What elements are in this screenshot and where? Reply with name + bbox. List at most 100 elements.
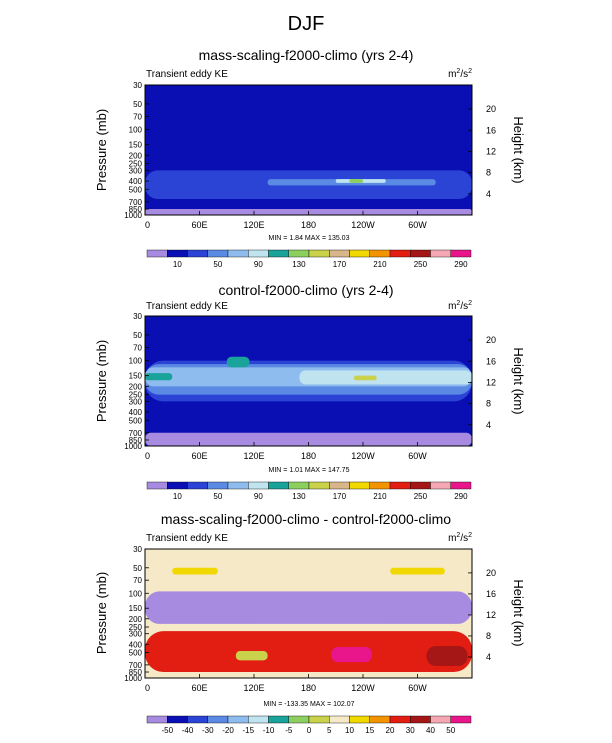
y-tick-label: 200 — [129, 382, 143, 391]
contour-region — [145, 432, 472, 446]
y-tick-label: 250 — [129, 623, 143, 632]
y-tick-label: 30 — [133, 312, 142, 321]
colorbar-swatch — [329, 481, 350, 490]
colorbar-swatch — [308, 481, 330, 490]
colorbar-label: 30 — [406, 726, 415, 735]
y-tick-label: 200 — [129, 615, 143, 624]
colorbar-label: -10 — [263, 726, 275, 735]
colorbar-label: -50 — [161, 726, 173, 735]
y-tick-label: 1000 — [124, 442, 142, 451]
colorbar-swatch — [248, 249, 269, 258]
colorbar-swatch — [248, 481, 269, 490]
contour-region — [235, 650, 268, 661]
colorbar-swatch — [167, 715, 188, 724]
contour-region — [145, 591, 472, 624]
colorbar-label: 290 — [454, 492, 468, 501]
height-tick-label: 20 — [486, 104, 496, 114]
y-tick-label: 70 — [133, 576, 142, 585]
colorbar-swatch — [187, 249, 208, 258]
y-tick-label: 100 — [129, 589, 143, 598]
variable-label: Transient eddy KE — [146, 533, 228, 544]
colorbar-label: 90 — [254, 492, 263, 501]
height-tick-label: 16 — [486, 356, 496, 366]
colorbar: -50 -40 -30 -20 -15 -10 -5 0 5 10 15 20 30 40 50 — [146, 715, 472, 735]
height-tick-label: 12 — [486, 377, 496, 387]
units-sup1: 2 — [456, 532, 460, 539]
x-tick-label: 0 — [145, 683, 150, 693]
y-axis-title: Pressure (mb) — [94, 340, 109, 422]
units-mid: /s — [460, 301, 468, 312]
x-tick-label: 120E — [243, 220, 264, 230]
colorbar-label: 210 — [373, 260, 387, 269]
y-tick-label: 300 — [129, 166, 143, 175]
colorbar-label: -30 — [202, 726, 214, 735]
y-tick-label: 250 — [129, 160, 143, 169]
colorbar-swatch — [227, 715, 249, 724]
height-tick-label: 20 — [486, 568, 496, 578]
contour-fill — [145, 549, 472, 678]
colorbar-label: -5 — [285, 726, 293, 735]
colorbar-swatch — [207, 715, 229, 724]
y-tick-label: 400 — [129, 408, 143, 417]
units-sup2: 2 — [468, 532, 472, 539]
colorbar-swatch — [268, 715, 289, 724]
x-tick-label: 180 — [301, 683, 316, 693]
y-tick-label: 500 — [129, 185, 143, 194]
units-label: m2/s2 — [448, 300, 472, 312]
y-tick-label: 500 — [129, 416, 143, 425]
height-tick-label: 16 — [486, 589, 496, 599]
units-base: m — [448, 69, 456, 80]
x-tick-label: 0 — [145, 220, 150, 230]
y-tick-label: 50 — [133, 564, 142, 573]
colorbar-label: 10 — [173, 492, 182, 501]
height-tick-label: 4 — [486, 420, 491, 430]
colorbar-swatch — [349, 715, 370, 724]
colorbar-swatch — [410, 249, 431, 258]
colorbar-swatch — [329, 715, 350, 724]
x-tick-label: 0 — [145, 451, 150, 461]
y-tick-label: 850 — [129, 436, 143, 445]
y-tick-label: 400 — [129, 640, 143, 649]
x-tick-label: 120E — [243, 451, 264, 461]
y-tick-label: 300 — [129, 630, 143, 639]
height-tick-label: 8 — [486, 399, 491, 409]
colorbar-label: 50 — [446, 726, 455, 735]
contour-region — [390, 567, 445, 575]
colorbar-swatch — [268, 249, 289, 258]
contour-region — [145, 373, 173, 381]
y-tick-label: 250 — [129, 391, 143, 400]
colorbar-label: 290 — [454, 260, 468, 269]
colorbar-swatch — [349, 481, 370, 490]
colorbar-swatch — [369, 249, 391, 258]
x-tick-label: 120W — [351, 220, 375, 230]
x-tick-label: 120W — [351, 451, 375, 461]
colorbar-swatch — [308, 715, 330, 724]
contour-fill — [145, 85, 472, 215]
colorbar-label: 15 — [365, 726, 374, 735]
min-max-label: MIN = 1.84 MAX = 135.03 — [269, 235, 350, 242]
colorbar-swatch — [349, 249, 370, 258]
colorbar-swatch — [207, 249, 229, 258]
colorbar-label: 170 — [333, 492, 347, 501]
height-tick-label: 16 — [486, 125, 496, 135]
colorbar-swatch — [207, 481, 229, 490]
y-axis-right-title: Height (km) — [511, 579, 526, 646]
figure-title: DJF — [288, 13, 325, 35]
colorbar-swatch — [450, 481, 472, 490]
y-tick-label: 1000 — [124, 674, 142, 683]
colorbar-label: 20 — [386, 726, 395, 735]
colorbar: 10 50 90 130 170 210 250 290 — [146, 249, 472, 269]
panel-title: mass-scaling-f2000-climo (yrs 2-4) — [199, 47, 414, 63]
units-label: m2/s2 — [448, 532, 472, 544]
colorbar-swatch — [288, 481, 310, 490]
colorbar-label: 170 — [333, 260, 347, 269]
units-label: m2/s2 — [448, 68, 472, 80]
min-max-label: MIN = 1.01 MAX = 147.75 — [269, 467, 350, 474]
y-tick-label: 700 — [129, 429, 143, 438]
colorbar-label: -20 — [222, 726, 234, 735]
height-tick-label: 4 — [486, 652, 491, 662]
colorbar-label: 10 — [345, 726, 354, 735]
colorbar-swatch — [430, 481, 451, 490]
